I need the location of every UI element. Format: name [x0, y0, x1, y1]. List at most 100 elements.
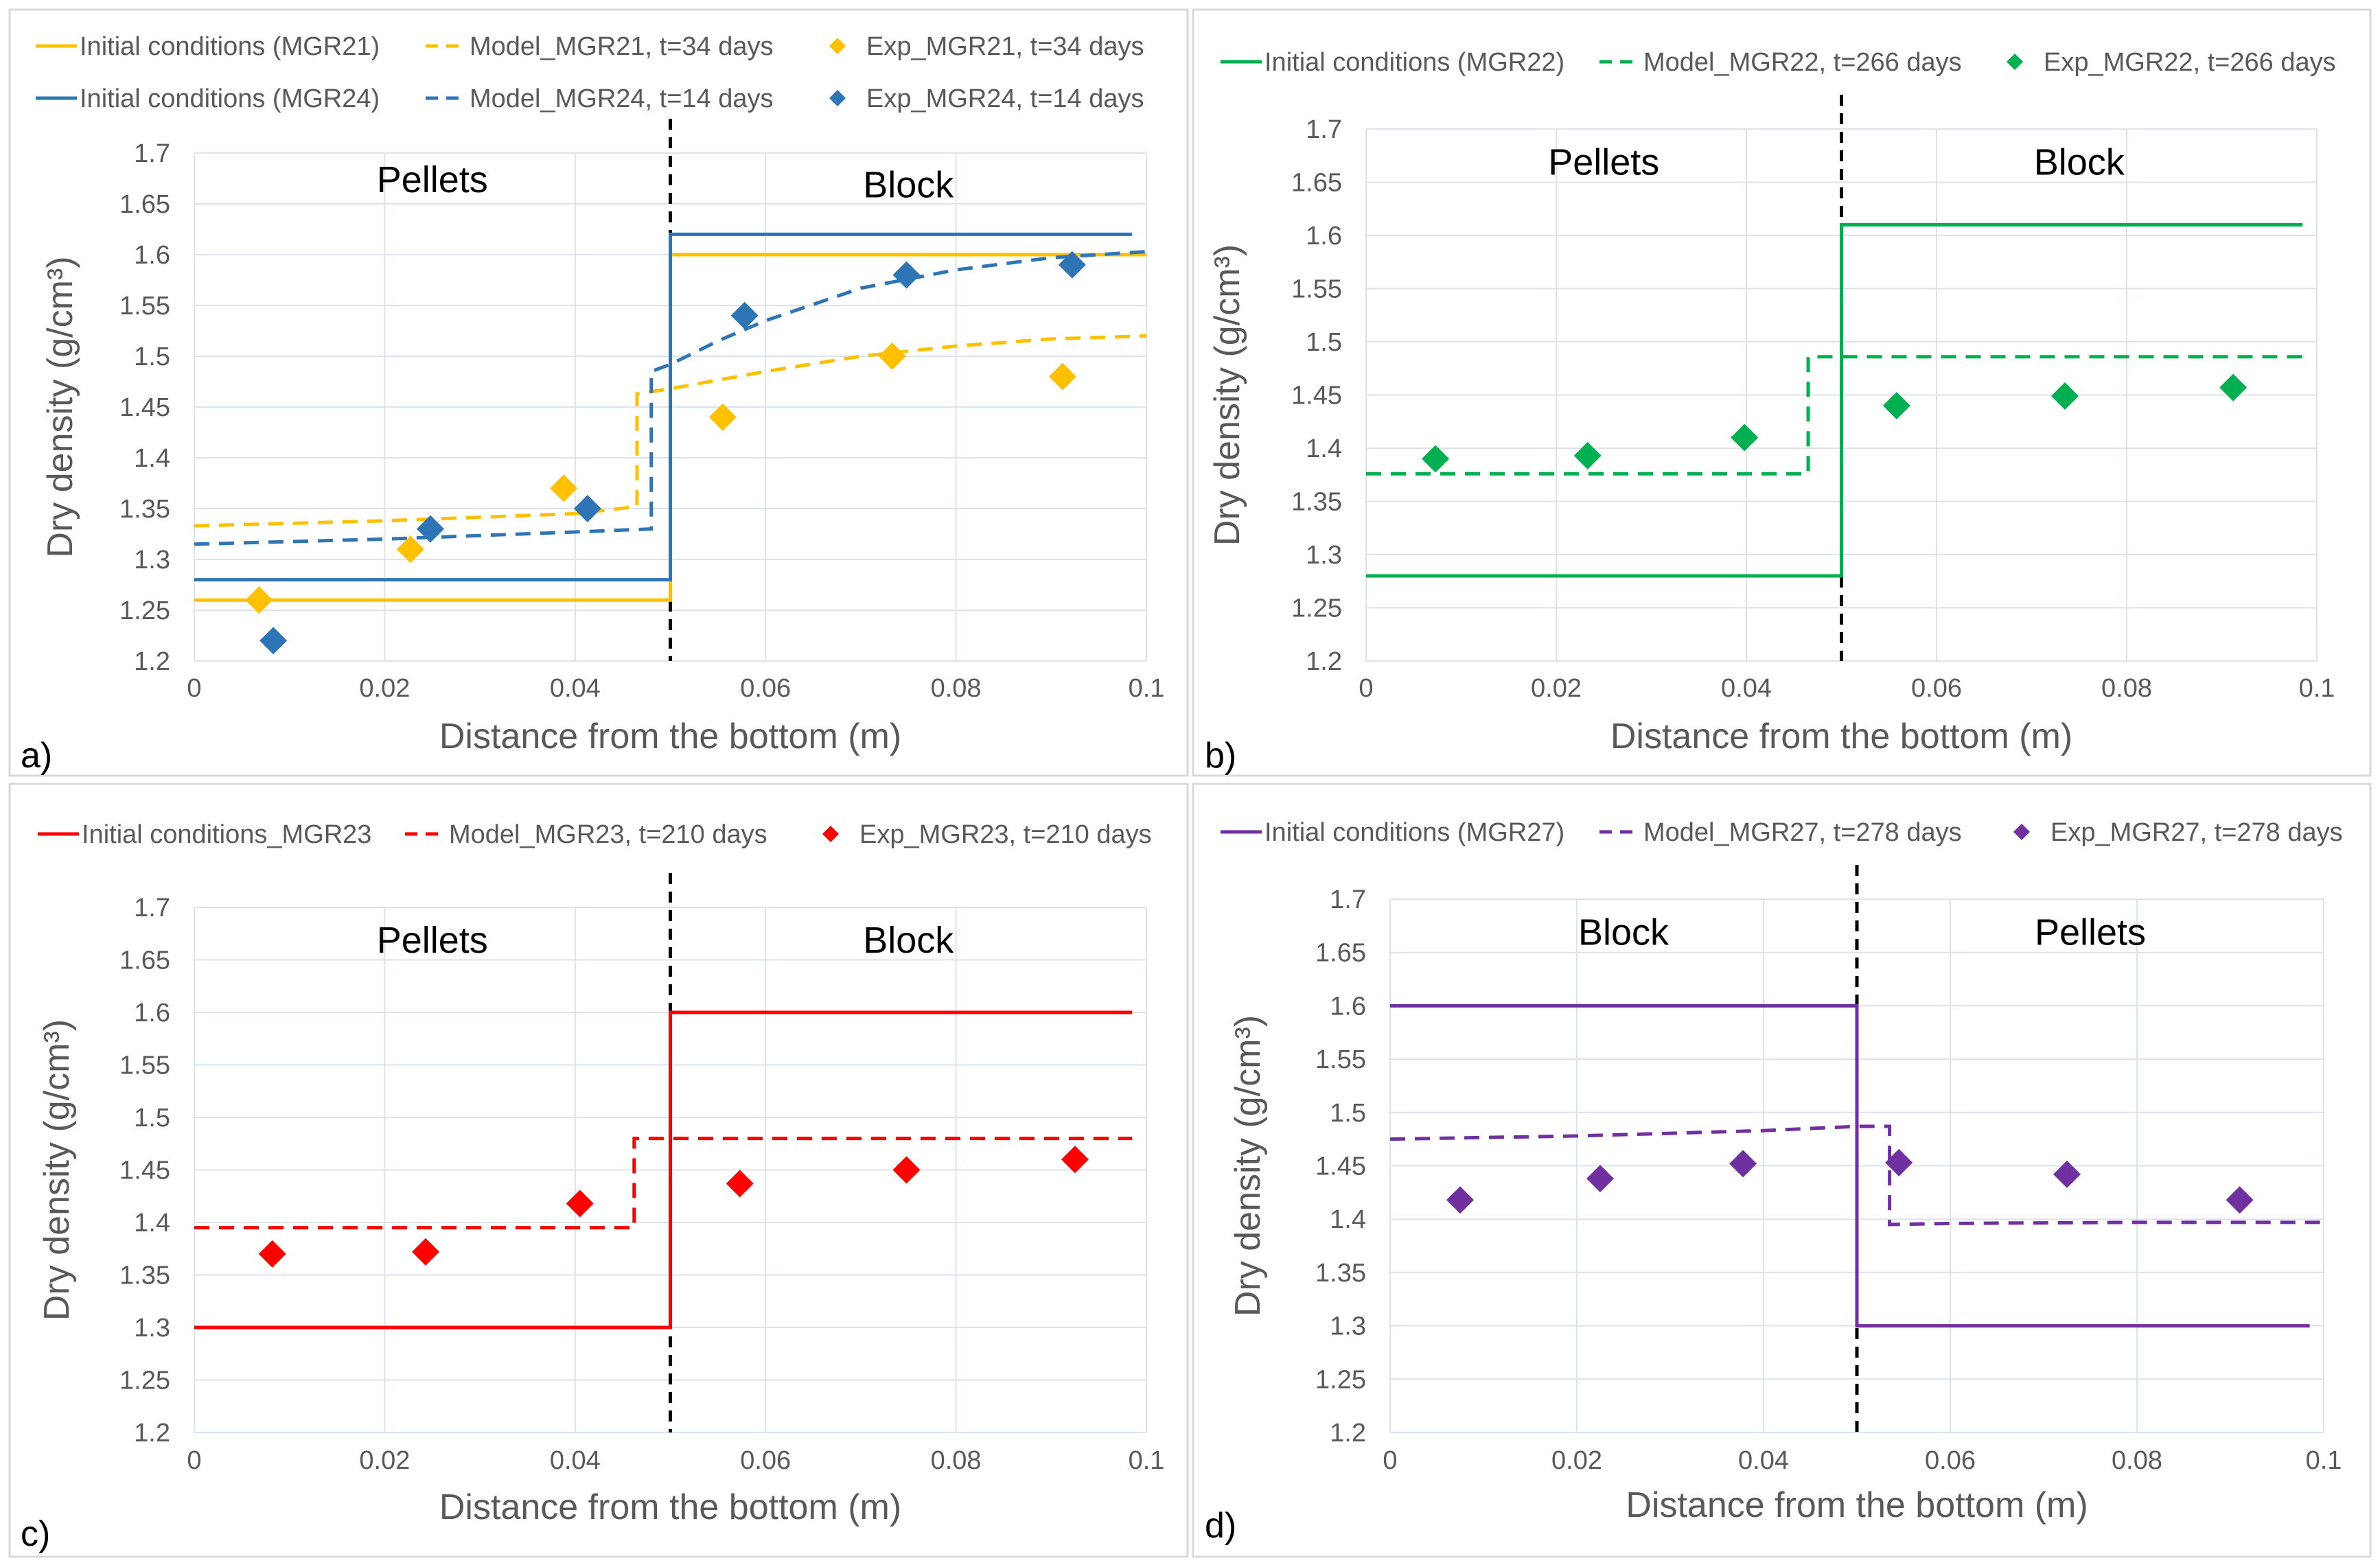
y-axis-title: Dry density (g/cm³)	[1208, 244, 1247, 546]
panel-label: c)	[21, 1514, 50, 1554]
zone-label: Pellets	[377, 920, 488, 961]
x-tick-label: 0.02	[1551, 1446, 1602, 1475]
x-tick-label: 0.1	[2299, 674, 2335, 703]
y-tick-label: 1.3	[134, 546, 170, 574]
series-line-3	[194, 250, 1147, 546]
x-tick-label: 0.1	[1129, 1446, 1165, 1475]
y-tick-label: 1.35	[1291, 488, 1342, 517]
data-point-4-1	[396, 535, 424, 564]
x-tick-label: 0	[187, 674, 201, 703]
y-tick-label: 1.65	[119, 947, 170, 975]
y-tick-label: 1.2	[1306, 647, 1342, 676]
x-axis-title: Distance from the bottom (m)	[1610, 717, 2072, 756]
data-point-2-1	[1586, 1165, 1614, 1193]
series-line-1	[1366, 355, 2303, 476]
data-point-5-3	[730, 301, 759, 329]
legend-label: Initial conditions_MGR23	[82, 820, 371, 849]
x-tick-label: 0.1	[1129, 674, 1165, 703]
zone-label: Block	[1578, 912, 1670, 953]
data-point-5-0	[259, 627, 288, 655]
legend-label: Initial conditions (MGR21)	[80, 32, 380, 61]
x-tick-label: 0.04	[550, 674, 601, 703]
y-tick-label: 1.35	[1315, 1259, 1366, 1288]
data-point-5-4	[892, 261, 921, 289]
legend-label: Exp_MGR21, t=34 days	[866, 32, 1144, 61]
legend-swatch	[829, 38, 846, 54]
y-tick-label: 1.25	[1315, 1365, 1366, 1394]
x-tick-label: 0.06	[1911, 674, 1962, 703]
data-point-4-3	[708, 403, 737, 431]
y-tick-label: 1.55	[1315, 1045, 1366, 1074]
data-point-2-4	[2050, 382, 2079, 410]
legend-label: Model_MGR23, t=210 days	[449, 820, 767, 849]
data-point-4-4	[878, 343, 906, 370]
x-tick-label: 0.02	[359, 1446, 410, 1475]
y-tick-label: 1.2	[134, 1419, 170, 1448]
y-tick-label: 1.65	[119, 190, 170, 219]
y-tick-label: 1.45	[119, 393, 170, 422]
data-point-4-2	[550, 474, 578, 502]
legend-label: Exp_MGR27, t=278 days	[2050, 818, 2343, 847]
data-point-2-2	[566, 1189, 594, 1218]
y-tick-label: 1.35	[119, 1262, 170, 1290]
y-axis-title: Dry density (g/cm³)	[41, 256, 80, 557]
y-tick-label: 1.2	[134, 647, 170, 676]
data-point-2-0	[1446, 1186, 1474, 1214]
panel-frame	[1192, 782, 2372, 1558]
y-tick-label: 1.6	[1306, 222, 1342, 251]
legend-swatch	[829, 90, 846, 106]
y-tick-label: 1.55	[119, 292, 170, 321]
y-tick-label: 1.25	[119, 596, 170, 625]
panel-label: b)	[1205, 736, 1236, 776]
legend-swatch	[2013, 824, 2030, 840]
x-tick-label: 0.08	[2101, 674, 2152, 703]
data-point-2-5	[1061, 1146, 1089, 1174]
series-line-0	[1366, 223, 2303, 578]
legend-swatch	[2007, 54, 2023, 70]
legend-label: Model_MGR24, t=14 days	[470, 84, 774, 113]
y-tick-label: 1.3	[1306, 541, 1342, 570]
data-point-2-5	[2219, 373, 2248, 402]
legend-label: Exp_MGR22, t=266 days	[2044, 48, 2336, 77]
data-point-2-0	[1422, 445, 1450, 473]
data-point-2-0	[258, 1240, 286, 1268]
y-tick-label: 1.55	[1291, 275, 1342, 304]
data-point-2-1	[1573, 441, 1602, 469]
series-line-1	[194, 1137, 1133, 1230]
data-point-2-4	[892, 1156, 921, 1184]
legend-swatch	[822, 826, 839, 842]
chart-panel-2: 1.2 1.25 1.3 1.35 1.4 1.45 1.5 1.55 1.6 1.65 1.7 0 0…	[1192, 8, 2372, 777]
chart-panel-3: 1.2 1.25 1.3 1.35 1.4 1.45 1.5 1.55 1.6 1.65 1.7 0 0…	[8, 782, 1189, 1558]
data-point-5-5	[1058, 251, 1086, 279]
legend-label: Model_MGR22, t=266 days	[1643, 48, 1962, 77]
x-tick-label: 0.08	[931, 674, 982, 703]
x-tick-label: 0.02	[1531, 674, 1582, 703]
y-tick-label: 1.5	[1306, 328, 1342, 357]
data-point-4-5	[1048, 362, 1076, 391]
y-tick-label: 1.7	[1330, 885, 1366, 914]
y-tick-label: 1.4	[1306, 434, 1342, 463]
y-tick-label: 1.25	[119, 1367, 170, 1395]
y-tick-label: 1.45	[1315, 1152, 1366, 1181]
data-point-2-3	[1885, 1148, 1913, 1176]
y-tick-label: 1.4	[134, 444, 170, 473]
x-axis-title: Distance from the bottom (m)	[439, 717, 901, 756]
data-point-2-5	[2226, 1186, 2254, 1214]
legend-label: Exp_MGR23, t=210 days	[859, 820, 1152, 849]
x-tick-label: 0.08	[2112, 1446, 2162, 1475]
data-point-5-2	[573, 495, 601, 522]
x-tick-label: 0.06	[740, 1446, 791, 1475]
x-tick-label: 0.04	[1721, 674, 1772, 703]
y-tick-label: 1.25	[1291, 594, 1342, 623]
data-point-2-1	[412, 1238, 440, 1266]
zone-label: Block	[863, 164, 954, 205]
data-point-4-0	[245, 586, 273, 614]
y-tick-label: 1.2	[1330, 1419, 1366, 1448]
x-tick-label: 0.04	[550, 1446, 601, 1475]
zone-label: Pellets	[1548, 142, 1659, 183]
y-tick-label: 1.6	[134, 999, 170, 1028]
y-tick-label: 1.55	[119, 1052, 170, 1080]
x-tick-label: 0.06	[740, 674, 791, 703]
y-tick-label: 1.3	[1330, 1312, 1366, 1341]
x-tick-label: 0.04	[1738, 1446, 1789, 1475]
